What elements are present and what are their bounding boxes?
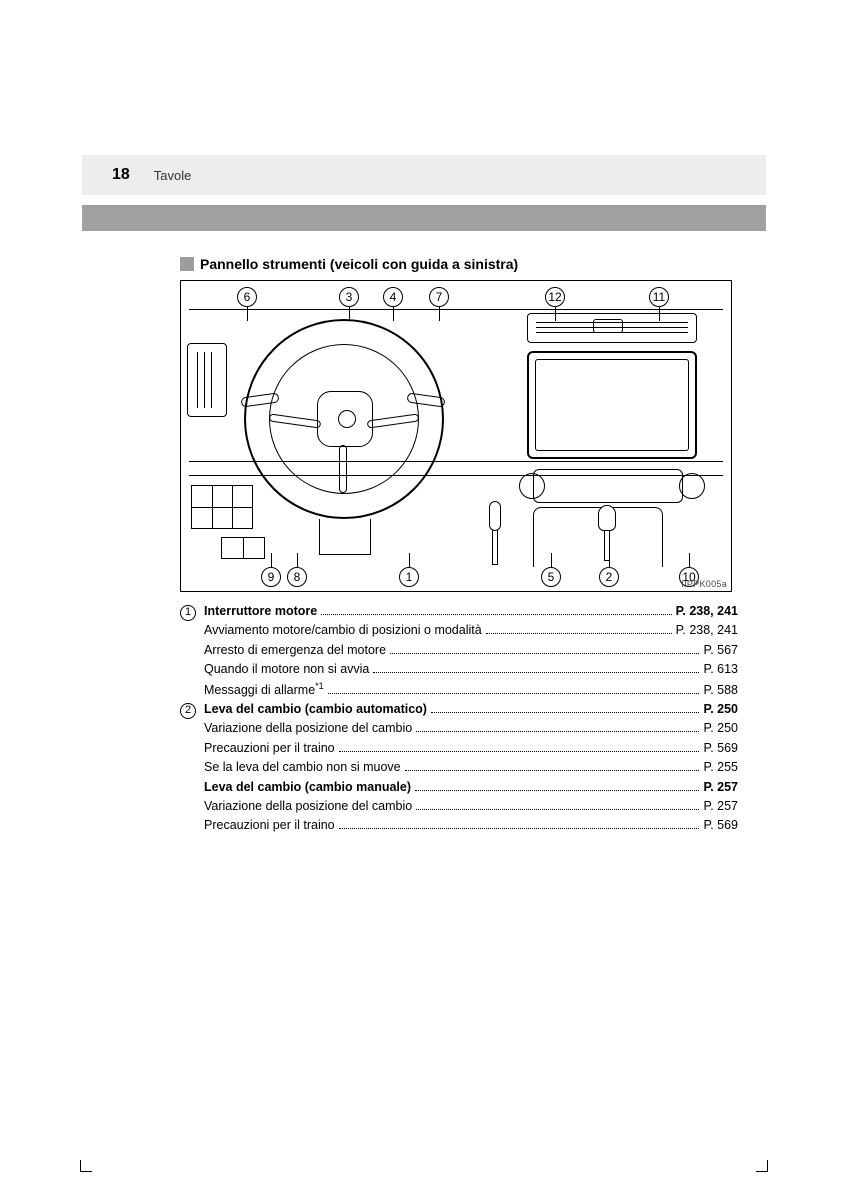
- index-row: Precauzioni per il traino P. 569: [180, 816, 738, 835]
- index-page: P. 250: [703, 719, 738, 738]
- index-marker: 2: [180, 703, 196, 719]
- callout-9: 9: [261, 567, 281, 587]
- crop-mark-icon: [80, 1171, 92, 1172]
- callout-7: 7: [429, 287, 449, 307]
- reference-index: 1 Interruttore motore P. 238, 241 Avviament…: [180, 602, 738, 836]
- section-title: Pannello strumenti (veicoli con guida a …: [200, 256, 518, 272]
- index-label: Precauzioni per il traino: [204, 739, 335, 758]
- section-heading: Pannello strumenti (veicoli con guida a …: [180, 256, 738, 272]
- callout-12: 12: [545, 287, 565, 307]
- index-label: Variazione della posizione del cambio: [204, 797, 412, 816]
- index-page: P. 569: [703, 739, 738, 758]
- index-label: Leva del cambio (cambio automatico): [204, 700, 427, 719]
- callout-1: 1: [399, 567, 419, 587]
- index-row: Avviamento motore/cambio di posizioni o …: [180, 621, 738, 640]
- page-number: 18: [112, 166, 130, 184]
- index-page: P. 613: [703, 660, 738, 679]
- callout-5: 5: [541, 567, 561, 587]
- index-page: P. 588: [703, 681, 738, 700]
- manual-page: 18 Tavole Pannello strumenti (veicoli co…: [0, 0, 848, 1200]
- index-page: P. 238, 241: [676, 602, 738, 621]
- index-row: Messaggi di allarme*1 P. 588: [180, 680, 738, 701]
- index-page: P. 255: [703, 758, 738, 777]
- callout-11: 11: [649, 287, 669, 307]
- dashboard-figure: 63471211 9815210: [180, 280, 732, 592]
- index-row: Arresto di emergenza del motore P. 567: [180, 641, 738, 660]
- index-row: 1 Interruttore motore P. 238, 241: [180, 602, 738, 621]
- crop-mark-icon: [756, 1171, 768, 1172]
- index-row: Se la leva del cambio non si muove P. 255: [180, 758, 738, 777]
- index-row: Variazione della posizione del cambio P. …: [180, 797, 738, 816]
- index-page: P. 238, 241: [676, 621, 738, 640]
- callout-3: 3: [339, 287, 359, 307]
- index-page: P. 567: [703, 641, 738, 660]
- page-content: Pannello strumenti (veicoli con guida a …: [180, 256, 738, 836]
- index-label: Se la leva del cambio non si muove: [204, 758, 401, 777]
- index-label: Messaggi di allarme*1: [204, 680, 324, 701]
- index-label: Leva del cambio (cambio manuale): [204, 778, 411, 797]
- index-label: Interruttore motore: [204, 602, 317, 621]
- index-page: P. 569: [703, 816, 738, 835]
- index-page: P. 257: [703, 778, 738, 797]
- index-marker: 1: [180, 605, 196, 621]
- index-page: P. 250: [703, 700, 738, 719]
- dashboard-illustration: [189, 309, 723, 563]
- callout-6: 6: [237, 287, 257, 307]
- index-row: Precauzioni per il traino P. 569: [180, 739, 738, 758]
- callout-8: 8: [287, 567, 307, 587]
- index-label: Variazione della posizione del cambio: [204, 719, 412, 738]
- index-label: Avviamento motore/cambio di posizioni o …: [204, 621, 482, 640]
- square-bullet-icon: [180, 257, 194, 271]
- index-label: Arresto di emergenza del motore: [204, 641, 386, 660]
- index-page: P. 257: [703, 797, 738, 816]
- index-label: Precauzioni per il traino: [204, 816, 335, 835]
- callout-2: 2: [599, 567, 619, 587]
- index-row: 2 Leva del cambio (cambio automatico) P. 2…: [180, 700, 738, 719]
- index-label: Quando il motore non si avvia: [204, 660, 369, 679]
- index-row: Leva del cambio (cambio manuale) P. 257: [180, 778, 738, 797]
- divider-band: [82, 205, 766, 231]
- index-row: Quando il motore non si avvia P. 613: [180, 660, 738, 679]
- page-header: 18 Tavole: [82, 155, 766, 195]
- figure-code: IIPPK005a: [681, 579, 727, 589]
- index-row: Variazione della posizione del cambio P. …: [180, 719, 738, 738]
- callout-4: 4: [383, 287, 403, 307]
- header-section-title: Tavole: [154, 168, 192, 183]
